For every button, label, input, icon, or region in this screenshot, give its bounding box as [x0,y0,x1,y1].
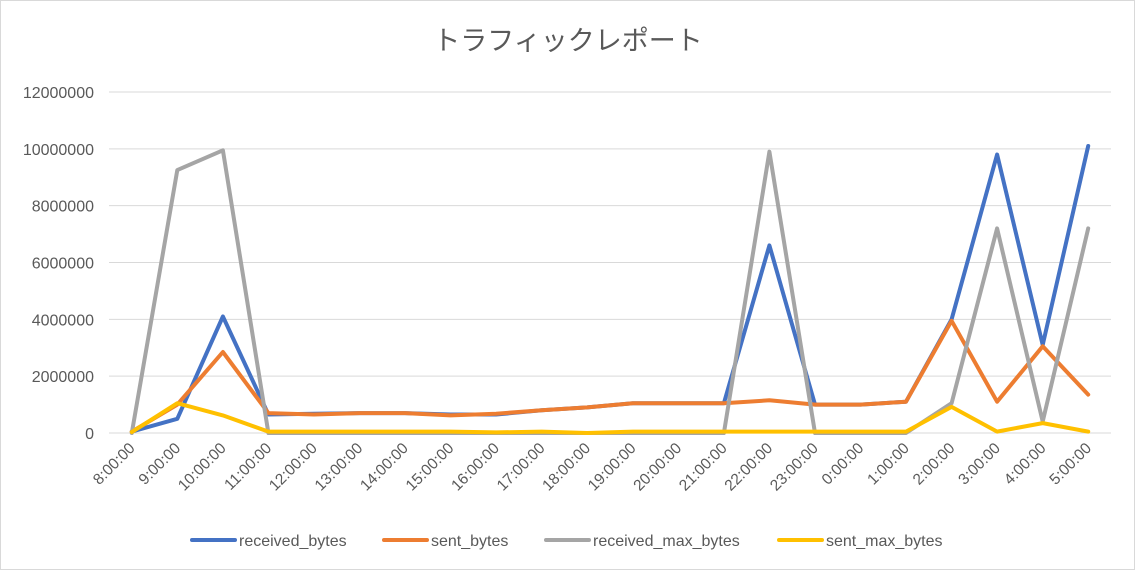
legend-label: sent_max_bytes [826,533,943,550]
series-line-received-max-bytes [129,148,1091,435]
x-tick-label: 8:00:00 [90,440,139,489]
series-lines [129,144,1091,435]
legend-label: sent_bytes [431,533,508,550]
series-line-sent-bytes [129,318,1091,434]
x-tick-label: 14:00:00 [357,440,412,495]
x-tick-label: 23:00:00 [767,440,822,495]
x-tick-label: 16:00:00 [448,440,503,495]
series-line-sent-max-bytes [129,401,1091,435]
y-tick-label: 10000000 [23,142,94,159]
x-tick-label: 3:00:00 [955,440,1004,489]
x-tick-label: 2:00:00 [910,440,959,489]
x-tick-label: 22:00:00 [722,440,777,495]
x-tick-label: 12:00:00 [266,440,321,495]
x-tick-label: 5:00:00 [1046,440,1095,489]
x-tick-label: 17:00:00 [494,440,549,495]
x-tick-label: 15:00:00 [403,440,458,495]
y-axis-tick-labels: 0 2000000 4000000 6000000 8000000 10000000 120… [23,85,94,443]
legend-label: received_max_bytes [593,533,740,550]
y-tick-label: 6000000 [32,256,94,273]
x-tick-label: 19:00:00 [585,440,640,495]
x-tick-label: 11:00:00 [221,440,275,494]
x-tick-label: 20:00:00 [630,440,685,495]
x-tick-label: 18:00:00 [539,440,594,495]
x-tick-label: 10:00:00 [175,440,230,495]
y-tick-label: 12000000 [23,85,94,102]
x-tick-label: 4:00:00 [1001,440,1050,489]
x-axis-tick-labels: 8:00:009:00:0010:00:0011:00:0012:00:0013… [90,440,1095,495]
x-tick-label: 0:00:00 [819,440,868,489]
y-tick-label: 0 [85,426,94,443]
x-tick-label: 13:00:00 [312,440,367,495]
y-tick-label: 4000000 [32,312,94,329]
series-line-received-bytes [129,144,1091,434]
legend-label: received_bytes [239,533,347,550]
x-tick-label: 1:00:00 [864,440,913,489]
x-tick-label: 21:00:00 [676,440,731,495]
y-tick-label: 8000000 [32,199,94,216]
chart-title: トラフィックレポート [433,26,702,57]
legend: received_bytes sent_bytes received_max_byt… [190,533,943,550]
gridlines [109,91,1111,434]
y-tick-label: 2000000 [32,369,94,386]
